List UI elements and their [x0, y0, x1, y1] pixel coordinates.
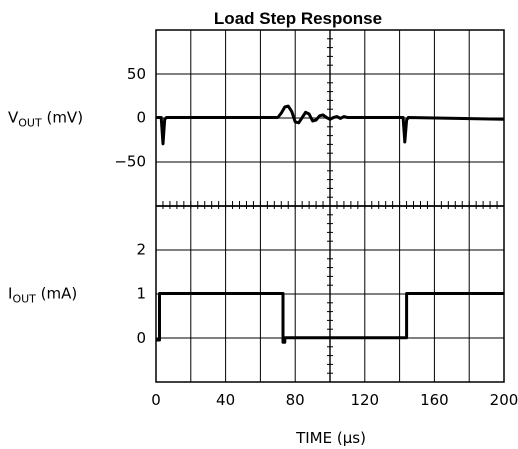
x-tick-label: 200 — [490, 391, 518, 409]
x-tick-label: 0 — [151, 391, 161, 409]
y-tick-label: 1 — [136, 285, 146, 303]
iout-axis-label: IOUT (mA) — [8, 285, 77, 306]
x-tick-label: 160 — [420, 391, 449, 409]
iout-trace — [156, 292, 504, 344]
y-tick-label: 50 — [127, 65, 146, 83]
grid — [155, 29, 505, 383]
axis-labels: 50 0 −50 VOUT (mV) 2 1 0 IOUT (mA) 0 40 80 120 160 20… — [8, 65, 518, 409]
x-tick-label: 120 — [350, 391, 379, 409]
plot-lines — [156, 104, 505, 344]
y-tick-label: 0 — [136, 109, 146, 127]
y-tick-label: 2 — [136, 240, 146, 258]
y-tick-label: −50 — [114, 152, 146, 170]
x-axis-label: TIME (μs) — [295, 429, 366, 447]
chart-title: Load Step Response — [214, 9, 382, 28]
x-tick-label: 40 — [216, 391, 235, 409]
vout-axis-label: VOUT (mV) — [8, 109, 83, 130]
y-tick-label: 0 — [136, 329, 146, 347]
x-tick-label: 80 — [286, 391, 305, 409]
vout-trace — [156, 104, 505, 146]
